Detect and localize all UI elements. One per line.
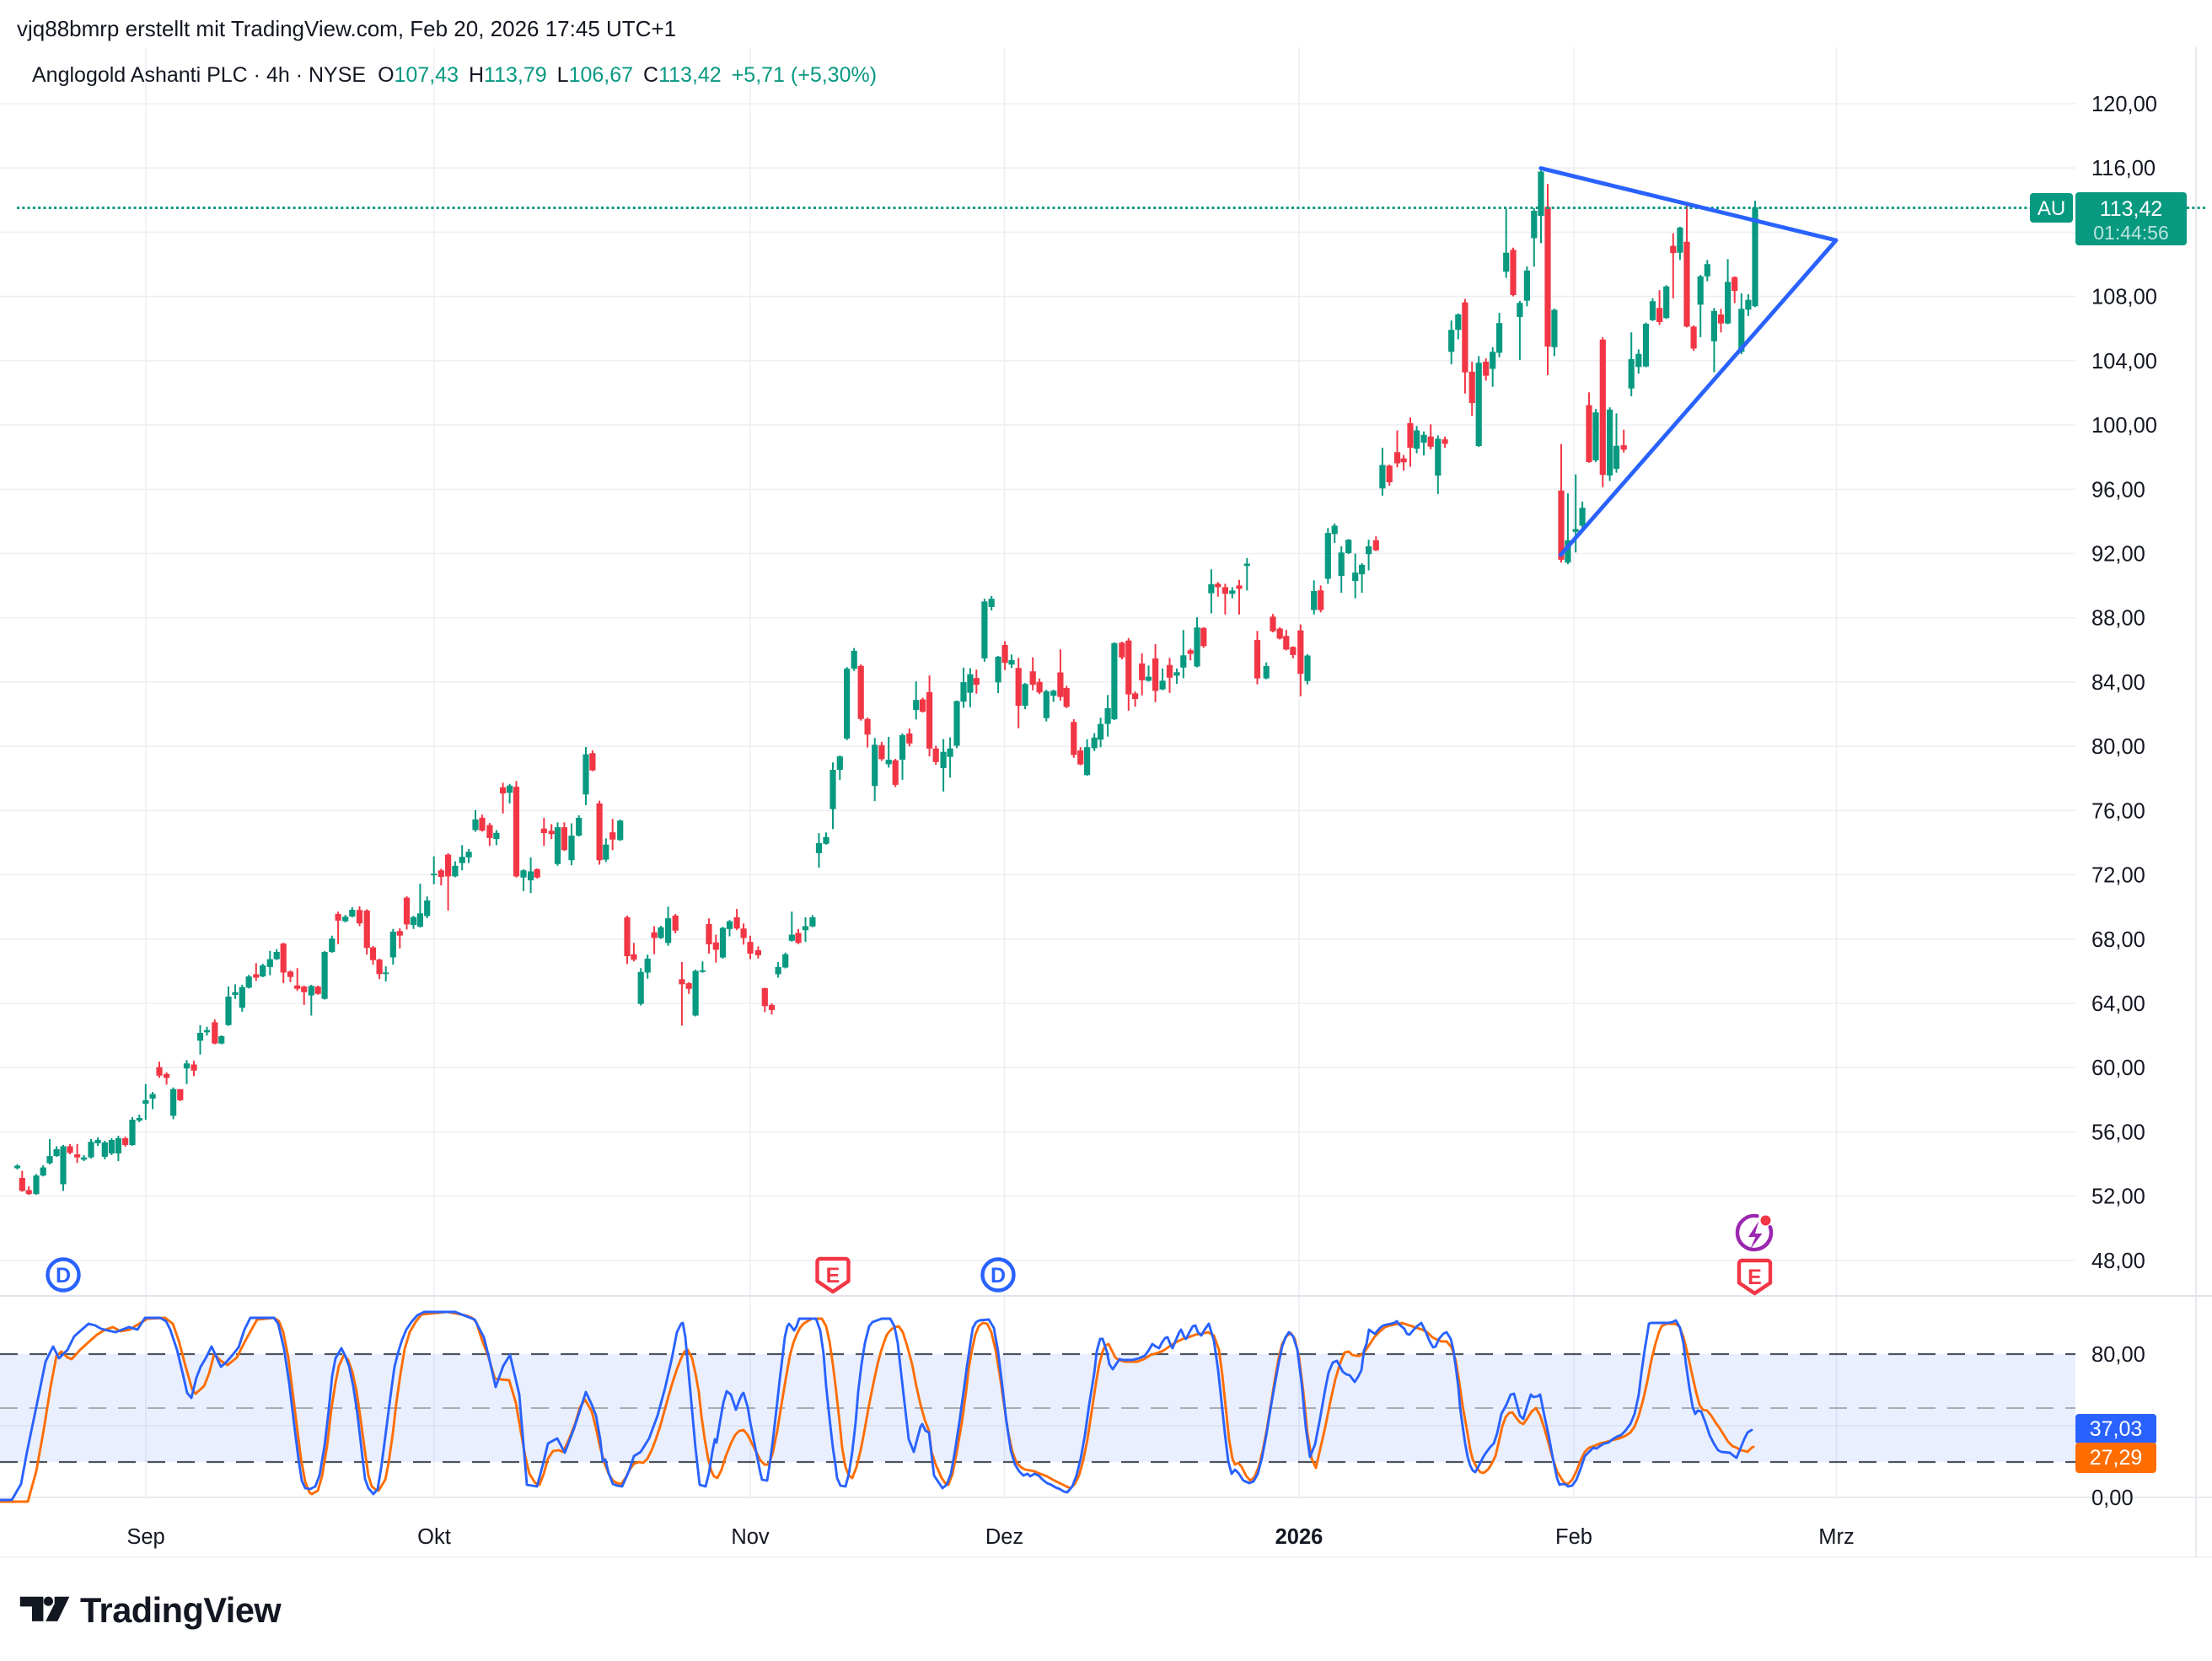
svg-text:Nov: Nov bbox=[731, 1525, 770, 1549]
svg-text:E: E bbox=[826, 1264, 840, 1287]
svg-text:60,00: 60,00 bbox=[2091, 1056, 2145, 1080]
svg-text:80,00: 80,00 bbox=[2091, 1343, 2145, 1367]
svg-text:96,00: 96,00 bbox=[2091, 478, 2145, 502]
svg-text:76,00: 76,00 bbox=[2091, 799, 2145, 823]
svg-text:Feb: Feb bbox=[1555, 1525, 1592, 1549]
svg-text:Sep: Sep bbox=[126, 1525, 164, 1549]
svg-text:80,00: 80,00 bbox=[2091, 735, 2145, 759]
svg-text:88,00: 88,00 bbox=[2091, 607, 2145, 631]
svg-text:116,00: 116,00 bbox=[2091, 157, 2156, 180]
svg-text:92,00: 92,00 bbox=[2091, 543, 2145, 567]
svg-text:Okt: Okt bbox=[417, 1525, 451, 1549]
svg-text:100,00: 100,00 bbox=[2091, 414, 2157, 438]
svg-text:108,00: 108,00 bbox=[2091, 286, 2157, 309]
svg-text:vjq88bmrp erstellt mit Trading: vjq88bmrp erstellt mit TradingView.com, … bbox=[17, 16, 676, 41]
svg-text:72,00: 72,00 bbox=[2091, 864, 2145, 888]
svg-text:D: D bbox=[991, 1264, 1006, 1287]
svg-text:AU: AU bbox=[2038, 197, 2065, 220]
svg-text:120,00: 120,00 bbox=[2091, 93, 2157, 116]
svg-text:64,00: 64,00 bbox=[2091, 992, 2145, 1016]
svg-text:2026: 2026 bbox=[1275, 1525, 1323, 1549]
svg-text:E: E bbox=[1748, 1266, 1762, 1289]
svg-text:68,00: 68,00 bbox=[2091, 928, 2145, 952]
svg-text:84,00: 84,00 bbox=[2091, 671, 2145, 695]
svg-text:37,03: 37,03 bbox=[2090, 1417, 2143, 1441]
svg-text:27,29: 27,29 bbox=[2090, 1446, 2143, 1470]
svg-text:52,00: 52,00 bbox=[2091, 1185, 2145, 1209]
svg-text:0,00: 0,00 bbox=[2091, 1486, 2134, 1510]
svg-text:D: D bbox=[56, 1264, 71, 1287]
svg-text:Dez: Dez bbox=[985, 1525, 1023, 1549]
svg-text:48,00: 48,00 bbox=[2091, 1250, 2145, 1273]
svg-text:Anglogold Ashanti PLC · 4h · N: Anglogold Ashanti PLC · 4h · NYSE O107,43… bbox=[32, 63, 877, 87]
svg-text:TradingView: TradingView bbox=[80, 1590, 282, 1630]
svg-text:Mrz: Mrz bbox=[1818, 1525, 1854, 1549]
svg-text:113,42: 113,42 bbox=[2100, 197, 2163, 221]
svg-text:56,00: 56,00 bbox=[2091, 1121, 2145, 1144]
svg-text:01:44:56: 01:44:56 bbox=[2093, 222, 2169, 244]
svg-text:104,00: 104,00 bbox=[2091, 350, 2157, 374]
